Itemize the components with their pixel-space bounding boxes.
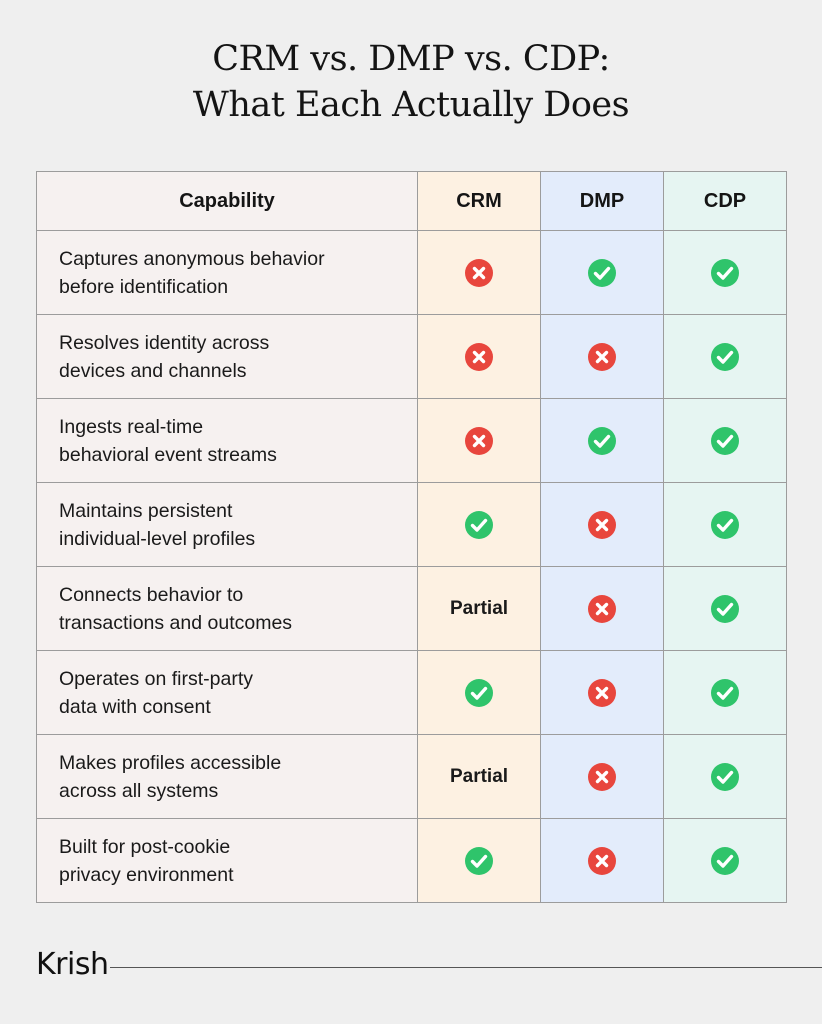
check-circle-icon [464,510,494,540]
dmp-cell [540,734,664,819]
capability-cell: Captures anonymous behavior before identi… [36,230,418,315]
check-circle-icon [710,594,740,624]
check-circle-icon [710,846,740,876]
table-row: Captures anonymous behavior before identi… [36,230,787,315]
table-row: Resolves identity across devices and chan… [36,314,787,399]
table-row: Ingests real-time behavioral event stream… [36,398,787,483]
table-row: Maintains persistent individual-level pro… [36,482,787,567]
capability-cell: Resolves identity across devices and chan… [36,314,418,399]
cdp-cell [663,818,787,903]
cdp-cell [663,566,787,651]
check-circle-icon [710,762,740,792]
capability-cell: Connects behavior to transactions and out… [36,566,418,651]
table-row: Built for post-cookie privacy environment [36,818,787,903]
title-line-2: What Each Actually Does [192,85,630,125]
capability-text-line: devices and channels [59,359,247,382]
check-circle-icon [587,258,617,288]
capability-text-line: individual-level profiles [59,527,256,550]
check-circle-icon [710,678,740,708]
crm-cell: Partial [417,734,541,819]
table-header-row: Capability CRM DMP CDP [36,171,787,231]
check-circle-icon [710,342,740,372]
check-circle-icon [587,426,617,456]
comparison-table: Capability CRM DMP CDP Captures anonymou… [36,171,787,903]
brand-logo-text: Krish [36,947,109,982]
dmp-cell [540,398,664,483]
cdp-cell [663,398,787,483]
capability-text-line: transactions and outcomes [59,611,293,634]
capability-text-line: Ingests real-time [59,415,204,438]
cdp-cell [663,314,787,399]
x-circle-icon [587,342,617,372]
capability-text-line: Captures anonymous behavior [59,247,325,270]
capability-text-line: Operates on first-party [59,667,253,690]
crm-cell [417,818,541,903]
crm-cell [417,398,541,483]
dmp-cell [540,314,664,399]
x-circle-icon [587,846,617,876]
capability-cell: Operates on first-party data with consent [36,650,418,735]
dmp-cell [540,818,664,903]
page-title: CRM vs. DMP vs. CDP: What Each Actually … [0,36,822,128]
capability-cell: Makes profiles accessible across all syst… [36,734,418,819]
crm-cell [417,482,541,567]
cdp-cell [663,734,787,819]
capability-text-line: behavioral event streams [59,443,277,466]
partial-label: Partial [449,765,509,787]
table-body: Captures anonymous behavior before identi… [36,230,787,903]
table-row: Makes profiles accessible across all syst… [36,734,787,819]
table-row: Operates on first-party data with consent [36,650,787,735]
x-circle-icon [464,258,494,288]
check-circle-icon [710,426,740,456]
capability-cell: Built for post-cookie privacy environment [36,818,418,903]
x-circle-icon [587,762,617,792]
dmp-cell [540,230,664,315]
capability-text-line: Makes profiles accessible [59,751,282,774]
capability-text-line: Built for post-cookie [59,835,231,858]
capability-text-line: data with consent [59,695,211,718]
header-cdp: CDP [663,171,787,231]
footer-divider [110,967,822,968]
title-line-1: CRM vs. DMP vs. CDP: [212,39,610,79]
crm-cell: Partial [417,566,541,651]
capability-text-line: across all systems [59,779,219,802]
check-circle-icon [464,846,494,876]
capability-text-line: Maintains persistent [59,499,233,522]
capability-text-line: Connects behavior to [59,583,244,606]
x-circle-icon [464,426,494,456]
x-circle-icon [587,594,617,624]
capability-cell: Ingests real-time behavioral event stream… [36,398,418,483]
check-circle-icon [464,678,494,708]
header-crm: CRM [417,171,541,231]
dmp-cell [540,482,664,567]
cdp-cell [663,650,787,735]
check-circle-icon [710,258,740,288]
dmp-cell [540,566,664,651]
crm-cell [417,314,541,399]
crm-cell [417,650,541,735]
header-capability: Capability [36,171,418,231]
check-circle-icon [710,510,740,540]
crm-cell [417,230,541,315]
dmp-cell [540,650,664,735]
x-circle-icon [587,510,617,540]
capability-cell: Maintains persistent individual-level pro… [36,482,418,567]
partial-label: Partial [449,597,509,619]
cdp-cell [663,230,787,315]
x-circle-icon [464,342,494,372]
capability-text-line: privacy environment [59,863,234,886]
capability-text-line: Resolves identity across [59,331,270,354]
x-circle-icon [587,678,617,708]
table-row: Connects behavior to transactions and out… [36,566,787,651]
cdp-cell [663,482,787,567]
header-dmp: DMP [540,171,664,231]
capability-text-line: before identification [59,275,229,298]
